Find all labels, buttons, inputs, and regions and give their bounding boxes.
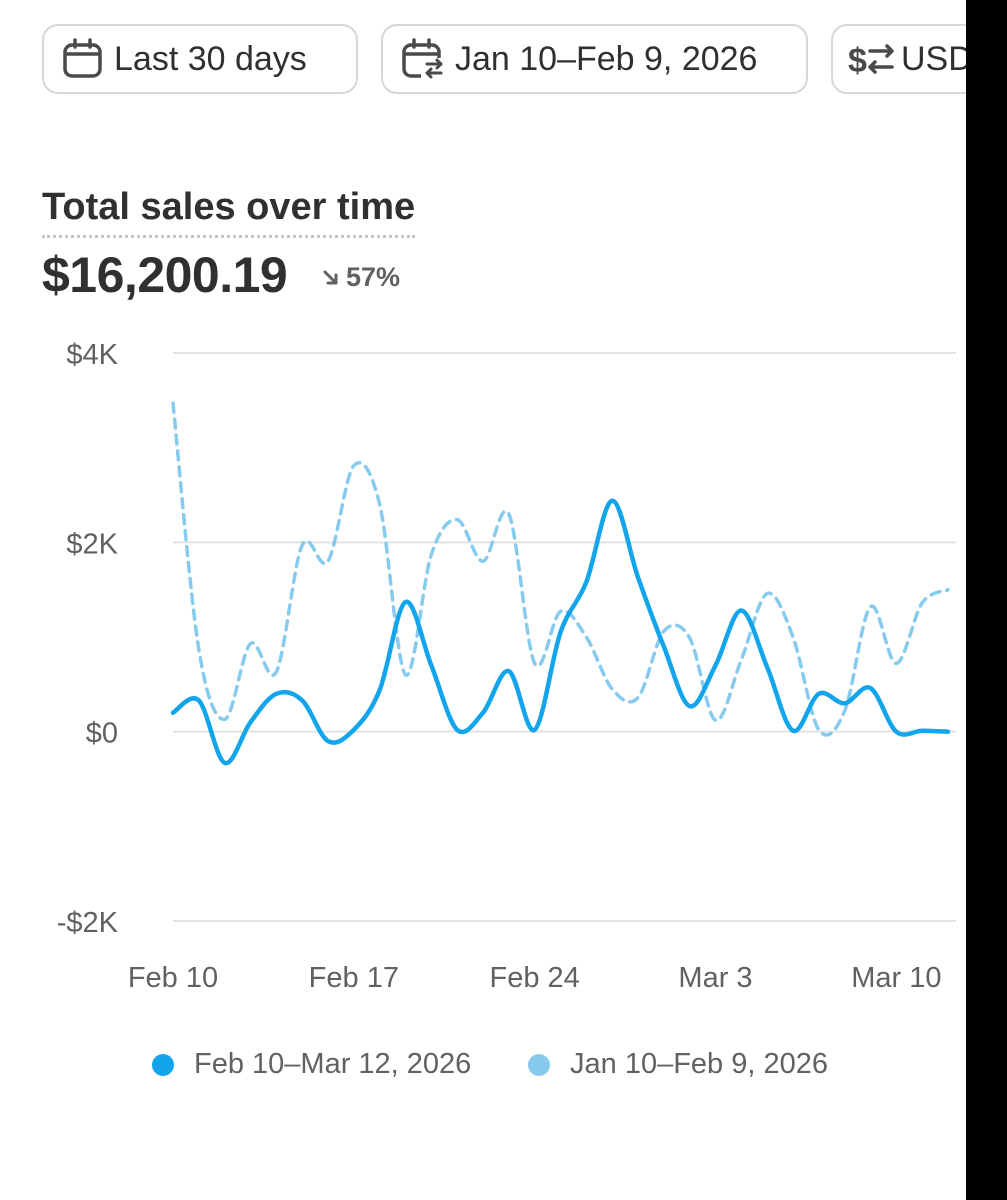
change-percent: 57%	[346, 262, 401, 292]
total-sales-value: $16,200.19	[42, 247, 288, 303]
compare-range-button[interactable]: Jan 10–Feb 9, 2026	[381, 24, 808, 94]
screen-edge	[966, 0, 1007, 1200]
legend-label-previous: Jan 10–Feb 9, 2026	[570, 1048, 828, 1080]
currency-button[interactable]: $ USD	[831, 24, 966, 94]
date-range-label: Last 30 days	[114, 39, 307, 78]
gridlines	[173, 352, 956, 922]
legend-swatch-previous	[528, 1053, 550, 1076]
chart-title[interactable]: Total sales over time	[42, 186, 416, 238]
arrow-down-right-icon	[323, 270, 338, 284]
y-axis: $4K $2K $0 -$2K	[57, 339, 119, 939]
legend-label-current: Feb 10–Mar 12, 2026	[194, 1048, 472, 1080]
legend-item-previous[interactable]: Jan 10–Feb 9, 2026	[528, 1048, 828, 1081]
calendar-compare-icon	[402, 38, 443, 79]
y-tick-label: -$2K	[57, 907, 119, 939]
series-line-previous[interactable]	[171, 401, 950, 737]
currency-exchange-icon: $	[848, 42, 894, 80]
series-lines	[170, 401, 951, 766]
legend-item-current[interactable]: Feb 10–Mar 12, 2026	[152, 1048, 471, 1081]
legend-swatch-current	[152, 1053, 174, 1076]
x-tick-label: Mar 3	[678, 962, 752, 994]
chart-legend: Feb 10–Mar 12, 2026 Jan 10–Feb 9, 2026	[0, 1048, 1007, 1094]
change-indicator: 57%	[322, 262, 400, 293]
series-line-current[interactable]	[170, 498, 951, 766]
sales-line-chart: $4K $2K $0 -$2K Feb 10 Feb 17 Feb 24 Mar 3 Mar …	[57, 339, 956, 994]
currency-label: USD	[901, 39, 966, 78]
svg-text:$: $	[848, 42, 867, 80]
y-tick-label: $2K	[66, 528, 118, 560]
y-tick-label: $0	[86, 718, 118, 750]
x-tick-label: Feb 24	[490, 962, 580, 994]
x-axis: Feb 10 Feb 17 Feb 24 Mar 3 Mar 10	[128, 962, 942, 994]
filter-bar: Last 30 days Jan 10–Feb 9, 2026 $ USD	[0, 0, 966, 110]
calendar-icon	[63, 38, 102, 78]
x-tick-label: Feb 10	[128, 962, 218, 994]
x-tick-label: Mar 10	[851, 962, 941, 994]
x-tick-label: Feb 17	[309, 962, 399, 994]
y-tick-label: $4K	[66, 339, 118, 371]
compare-range-label: Jan 10–Feb 9, 2026	[455, 39, 758, 78]
date-range-button[interactable]: Last 30 days	[42, 24, 358, 94]
